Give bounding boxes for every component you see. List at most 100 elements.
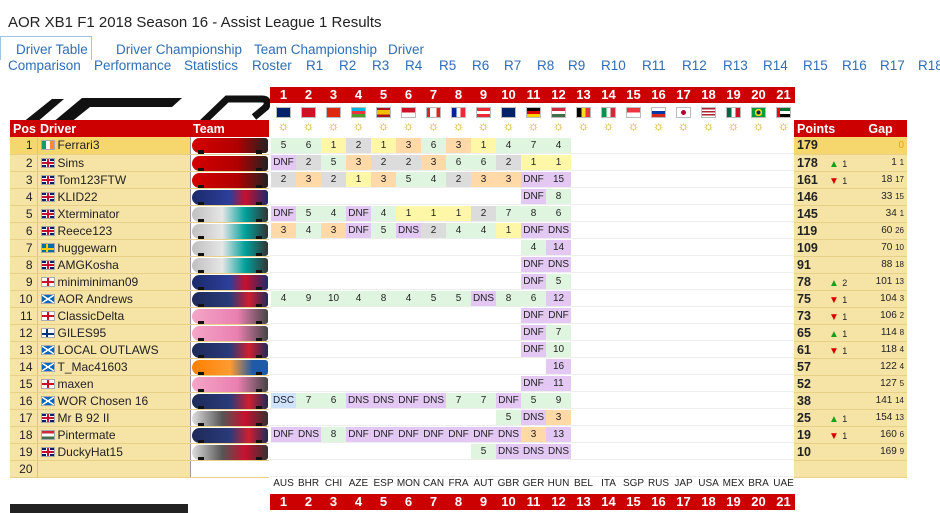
driver-name[interactable]: miniminiman09 (57, 274, 139, 289)
driver-cell[interactable]: miniminiman09 (36, 273, 190, 291)
race-result[interactable]: 7 (471, 393, 496, 408)
race-result[interactable]: 7 (546, 325, 571, 340)
race-result[interactable]: 5 (546, 274, 571, 289)
driver-name[interactable]: Pintermate (57, 427, 116, 442)
race-result[interactable]: DNF (471, 427, 496, 442)
race-result[interactable]: 7 (446, 393, 471, 408)
race-result[interactable]: DNS (296, 427, 321, 442)
round-number[interactable]: 19 (726, 87, 741, 102)
round-number[interactable]: 14 (601, 87, 616, 102)
driver-name[interactable]: Ferrari3 (57, 138, 100, 153)
driver-cell[interactable]: ClassicDelta (36, 307, 190, 325)
footer-round-number[interactable]: 19 (726, 494, 741, 509)
round-number[interactable]: 13 (576, 87, 591, 102)
driver-name[interactable]: Sims (57, 155, 85, 170)
race-result[interactable]: 5 (371, 223, 396, 238)
driver-cell[interactable]: Sims (36, 154, 190, 172)
nav-link-performance[interactable]: Performance (94, 58, 172, 73)
table-row[interactable]: 5 Xterminator (10, 205, 269, 223)
table-row[interactable]: 12 GILES95 (10, 324, 269, 342)
race-result[interactable]: DNF (521, 257, 546, 272)
footer-round-number[interactable]: 8 (454, 494, 463, 509)
footer-round-number[interactable]: 10 (501, 494, 516, 509)
race-result[interactable]: 5 (471, 444, 496, 459)
nav-link-r7[interactable]: R7 (504, 58, 522, 73)
footer-round-number[interactable]: 11 (526, 494, 541, 509)
footer-round-number[interactable]: 4 (354, 494, 363, 509)
race-result[interactable]: 11 (546, 376, 571, 391)
driver-name[interactable]: AOR Andrews (57, 291, 133, 306)
footer-round-number[interactable]: 7 (429, 494, 438, 509)
footer-round-number[interactable]: 3 (329, 494, 338, 509)
nav-link-r17[interactable]: R17 (880, 58, 905, 73)
race-result[interactable]: DNF (346, 427, 371, 442)
race-result[interactable]: 1 (371, 138, 396, 153)
round-number[interactable]: 10 (501, 87, 516, 102)
round-number[interactable]: 12 (551, 87, 566, 102)
nav-link-driver-championship[interactable]: Driver Championship (116, 42, 243, 57)
footer-round-number[interactable]: 5 (379, 494, 388, 509)
driver-cell[interactable]: Reece123 (36, 222, 190, 240)
driver-cell[interactable]: T_Mac41603 (36, 358, 190, 376)
race-result[interactable]: 3 (346, 155, 371, 170)
race-result[interactable]: 6 (471, 155, 496, 170)
driver-cell[interactable]: Mr B 92 II (36, 409, 190, 427)
race-result[interactable]: 1 (546, 155, 571, 170)
driver-name[interactable]: Xterminator (57, 206, 120, 221)
race-result[interactable]: 8 (321, 427, 346, 442)
driver-cell[interactable]: AMGKosha (36, 256, 190, 274)
round-number[interactable]: 2 (304, 87, 313, 102)
race-result[interactable]: 3 (296, 172, 321, 187)
driver-cell[interactable]: WOR Chosen 16 (36, 392, 190, 410)
round-number[interactable]: 1 (279, 87, 288, 102)
race-result[interactable]: DNF (421, 427, 446, 442)
race-result[interactable]: 1 (496, 223, 521, 238)
footer-round-number[interactable]: 16 (651, 494, 666, 509)
race-result[interactable]: 4 (321, 206, 346, 221)
nav-link-driver[interactable]: Driver (388, 42, 424, 57)
race-result[interactable]: DNS (496, 427, 521, 442)
driver-cell[interactable]: KLID22 (36, 188, 190, 206)
race-result[interactable]: 4 (446, 223, 471, 238)
round-number[interactable]: 7 (429, 87, 438, 102)
table-row[interactable]: 18 Pintermate (10, 426, 269, 444)
table-row[interactable]: 19 DuckyHat15 (10, 443, 269, 461)
race-result[interactable]: DSC (271, 393, 296, 408)
race-result[interactable]: 4 (471, 223, 496, 238)
race-result[interactable]: 4 (296, 223, 321, 238)
race-result[interactable]: DNF (346, 206, 371, 221)
footer-round-number[interactable]: 15 (626, 494, 641, 509)
driver-cell[interactable]: DuckyHat15 (36, 443, 190, 461)
driver-cell[interactable]: Ferrari3 (36, 137, 190, 155)
race-result[interactable]: DNF (521, 376, 546, 391)
race-result[interactable]: 6 (296, 138, 321, 153)
round-number[interactable]: 17 (676, 87, 691, 102)
footer-round-number[interactable]: 21 (776, 494, 791, 509)
race-result[interactable]: 13 (546, 427, 571, 442)
race-result[interactable]: DNS (521, 444, 546, 459)
table-row[interactable]: 4 KLID22 (10, 188, 269, 206)
race-result[interactable]: 2 (396, 155, 421, 170)
driver-name[interactable]: maxen (57, 376, 94, 391)
race-result[interactable]: 4 (396, 291, 421, 306)
driver-cell[interactable]: AOR Andrews (36, 290, 190, 308)
nav-link-r18[interactable]: R18 (918, 58, 940, 73)
nav-link-r1[interactable]: R1 (306, 58, 324, 73)
race-result[interactable]: 6 (521, 291, 546, 306)
race-result[interactable]: 8 (371, 291, 396, 306)
nav-link-driver-table[interactable]: Driver Table (16, 42, 88, 57)
race-result[interactable]: 1 (471, 138, 496, 153)
table-row[interactable]: 20 (10, 460, 269, 478)
driver-name[interactable]: AMGKosha (57, 257, 119, 272)
race-result[interactable]: 1 (521, 155, 546, 170)
race-result[interactable]: 4 (371, 206, 396, 221)
race-result[interactable]: DNF (396, 427, 421, 442)
race-result[interactable]: 5 (296, 206, 321, 221)
race-result[interactable]: DNF (446, 427, 471, 442)
race-result[interactable]: DNS (546, 223, 571, 238)
race-result[interactable]: DNF (496, 393, 521, 408)
race-result[interactable]: 7 (296, 393, 321, 408)
race-result[interactable]: 9 (296, 291, 321, 306)
nav-link-roster[interactable]: Roster (252, 58, 292, 73)
race-result[interactable]: 3 (321, 223, 346, 238)
